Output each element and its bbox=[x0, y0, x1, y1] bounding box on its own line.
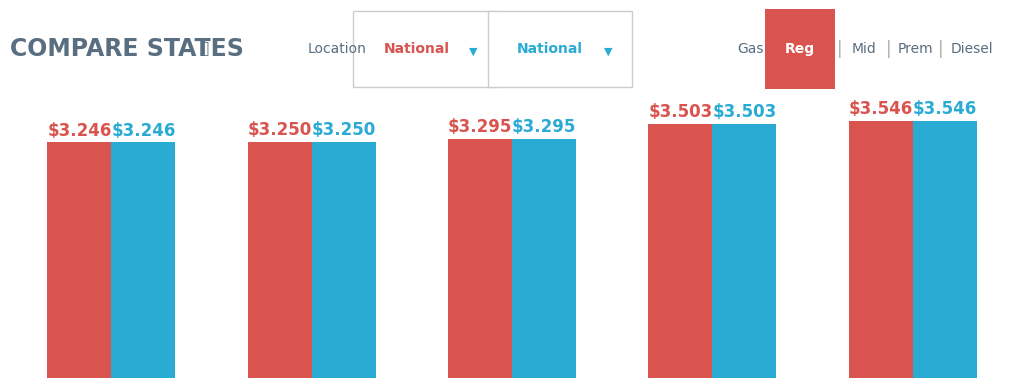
Text: Location: Location bbox=[307, 42, 366, 56]
Bar bbox=[912, 121, 977, 378]
Text: |: | bbox=[837, 40, 842, 58]
Text: |: | bbox=[938, 40, 943, 58]
FancyBboxPatch shape bbox=[765, 9, 835, 90]
Text: $3.246: $3.246 bbox=[47, 121, 112, 139]
Text: $3.295: $3.295 bbox=[447, 118, 512, 136]
Text: COMPARE STATES: COMPARE STATES bbox=[10, 37, 244, 61]
Text: $3.546: $3.546 bbox=[849, 100, 912, 118]
Text: Gas: Gas bbox=[737, 42, 764, 56]
Text: $3.250: $3.250 bbox=[248, 121, 312, 139]
Text: $3.246: $3.246 bbox=[112, 121, 175, 139]
FancyBboxPatch shape bbox=[488, 11, 632, 87]
Text: National: National bbox=[384, 42, 450, 56]
Text: $3.250: $3.250 bbox=[311, 121, 376, 139]
FancyBboxPatch shape bbox=[353, 11, 497, 87]
Text: $3.546: $3.546 bbox=[912, 100, 977, 118]
Bar bbox=[648, 124, 713, 378]
Bar bbox=[112, 143, 175, 378]
Text: $3.503: $3.503 bbox=[648, 103, 713, 121]
Bar bbox=[248, 142, 311, 378]
Text: Prem: Prem bbox=[898, 42, 934, 56]
Bar bbox=[449, 139, 512, 378]
Bar bbox=[512, 139, 575, 378]
Text: Mid: Mid bbox=[852, 42, 877, 56]
Bar bbox=[713, 124, 776, 378]
Text: $3.503: $3.503 bbox=[712, 103, 776, 121]
Bar bbox=[849, 121, 912, 378]
Text: |: | bbox=[886, 40, 891, 58]
Text: $3.295: $3.295 bbox=[512, 118, 577, 136]
Text: Reg: Reg bbox=[784, 42, 815, 56]
Text: National: National bbox=[517, 42, 583, 56]
Bar bbox=[47, 143, 112, 378]
Text: ▼: ▼ bbox=[604, 47, 612, 57]
Text: ⓘ: ⓘ bbox=[200, 42, 209, 57]
Bar bbox=[311, 142, 376, 378]
Text: Diesel: Diesel bbox=[950, 42, 993, 56]
Text: ▼: ▼ bbox=[469, 47, 477, 57]
